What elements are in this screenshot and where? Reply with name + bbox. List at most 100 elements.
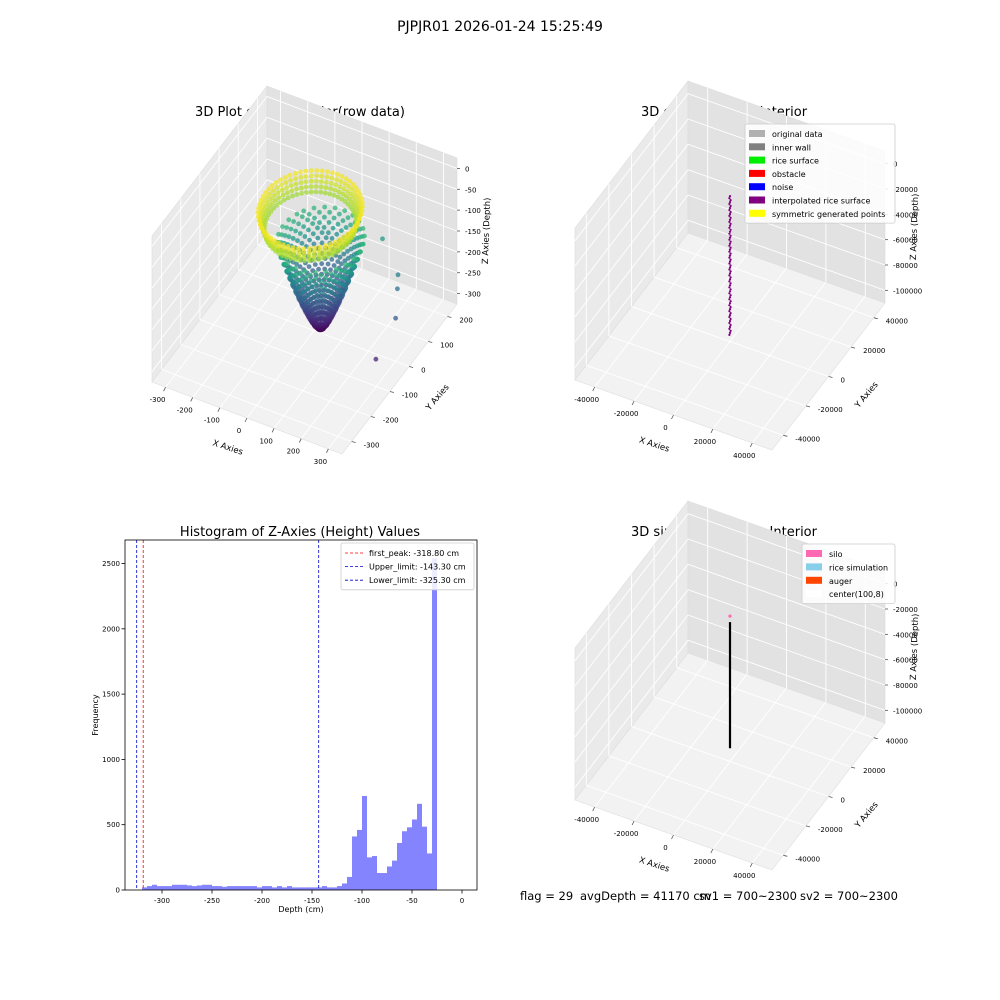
histogram-bar (162, 886, 167, 890)
raw-plot-ytick-label: -100 (402, 392, 418, 400)
raw-data-point (294, 211, 300, 217)
raw-data-point (342, 258, 348, 264)
classify-point (728, 242, 732, 245)
raw-data-point (301, 208, 307, 214)
raw-data-point (357, 192, 363, 198)
classify-plot-ylabel: Y Axies (853, 380, 881, 411)
histogram-bar (242, 886, 247, 890)
raw-data-point (352, 190, 357, 195)
classify-point (728, 220, 731, 223)
raw-plot-ytick-label: -300 (364, 442, 380, 450)
raw-data-point (345, 231, 351, 236)
histogram-bar (262, 886, 267, 890)
histogram-bar (387, 866, 392, 890)
raw-data-point (315, 225, 320, 231)
classify-point (729, 234, 732, 237)
histogram-bar (212, 886, 217, 890)
classify-plot-grid-back-z (687, 219, 886, 291)
raw-data-point (330, 225, 336, 231)
raw-data-point (314, 168, 320, 174)
raw-data-point (345, 189, 350, 194)
raw-data-point (255, 210, 261, 216)
simulation-plot-grid-floor-y (586, 784, 784, 856)
classify-point (728, 268, 731, 271)
raw-plot-xtick (271, 428, 275, 433)
raw-data-point (347, 178, 353, 184)
simulation-plot-ztick-label: -20000 (893, 606, 918, 614)
histogram-bar (372, 856, 377, 890)
simulation-plot-grid-left-z (574, 640, 689, 788)
simulation-plot-grid-floor-y (653, 696, 852, 768)
raw-data-point (276, 240, 282, 246)
raw-plot-xtick-label: 200 (287, 448, 300, 456)
footer-stats: flag = 29 avgDepth = 41170 cm sv1 = 700~… (520, 889, 898, 903)
classify-plot-xtick-label: -20000 (614, 410, 639, 418)
simulation-plot-legend-label: auger (829, 577, 853, 586)
classify-plot-xtick-label: 40000 (733, 452, 755, 460)
raw-data-point (318, 278, 323, 284)
simulation-plot-xlabel: X Axies (638, 855, 671, 874)
histogram-bar (417, 803, 422, 890)
histogram-bar (312, 887, 317, 890)
simulation-plot-ztick-label: -40000 (893, 631, 918, 639)
classify-plot-ytick-label: 40000 (886, 318, 908, 326)
raw-data-point (334, 177, 339, 183)
histogram-bar (197, 885, 202, 890)
raw-plot-grid-left-z (151, 137, 268, 289)
histogram-bar (342, 883, 347, 890)
raw-data-point (327, 209, 332, 215)
classify-point (729, 204, 732, 208)
classify-plot-grid-floor-y (631, 306, 829, 377)
classify-point (729, 276, 732, 279)
raw-data-point (380, 236, 385, 242)
simulation-plot-ytick (783, 854, 788, 857)
raw-data-point (393, 315, 398, 321)
raw-plot-grid-left-z (151, 158, 268, 310)
raw-data-point (271, 205, 277, 211)
raw-data-point (330, 284, 336, 290)
raw-data-point (328, 181, 334, 186)
classify-point (728, 302, 732, 305)
classify-plot-legend-swatch (749, 169, 765, 177)
raw-data-point (330, 170, 335, 176)
raw-data-point (278, 177, 283, 183)
classify-point (729, 199, 732, 202)
raw-data-point (272, 238, 277, 244)
simulation-plot-xtick-label: 40000 (733, 872, 755, 880)
raw-data-point (319, 261, 325, 267)
raw-data-point (360, 204, 365, 210)
raw-data-point (310, 221, 316, 227)
raw-data-point (294, 192, 300, 197)
raw-data-point (301, 224, 306, 230)
raw-plot-ztick-label: -200 (465, 249, 481, 257)
classify-point (728, 238, 731, 241)
histogram-xtick-label: -150 (304, 897, 320, 905)
classify-point (729, 329, 732, 332)
raw-data-point (267, 204, 273, 210)
raw-plot-xtick (217, 407, 221, 412)
raw-data-point (276, 231, 281, 237)
classify-point (728, 197, 731, 200)
raw-data-point (333, 182, 338, 188)
raw-data-point (270, 201, 275, 206)
raw-data-point (314, 178, 319, 184)
raw-data-point (373, 356, 379, 362)
raw-data-point (298, 270, 304, 276)
raw-data-point (302, 234, 308, 239)
raw-data-point (279, 182, 284, 188)
histogram-bar (422, 826, 427, 890)
histogram-bar (147, 886, 152, 890)
classify-plot-legend-swatch (749, 209, 765, 217)
raw-data-point (339, 228, 344, 234)
simulation-plot-grid-back-z (687, 589, 886, 661)
raw-data-point (319, 240, 325, 246)
raw-plot-grid-floor-y (161, 369, 352, 442)
histogram-bar (397, 842, 402, 890)
raw-plot-xtick (244, 417, 248, 423)
classify-point (728, 321, 731, 325)
histogram-bar (272, 887, 277, 890)
raw-data-point (306, 264, 312, 269)
raw-data-point (315, 303, 320, 309)
classify-plot-grid-left-z (574, 194, 689, 343)
raw-data-point (276, 195, 282, 201)
